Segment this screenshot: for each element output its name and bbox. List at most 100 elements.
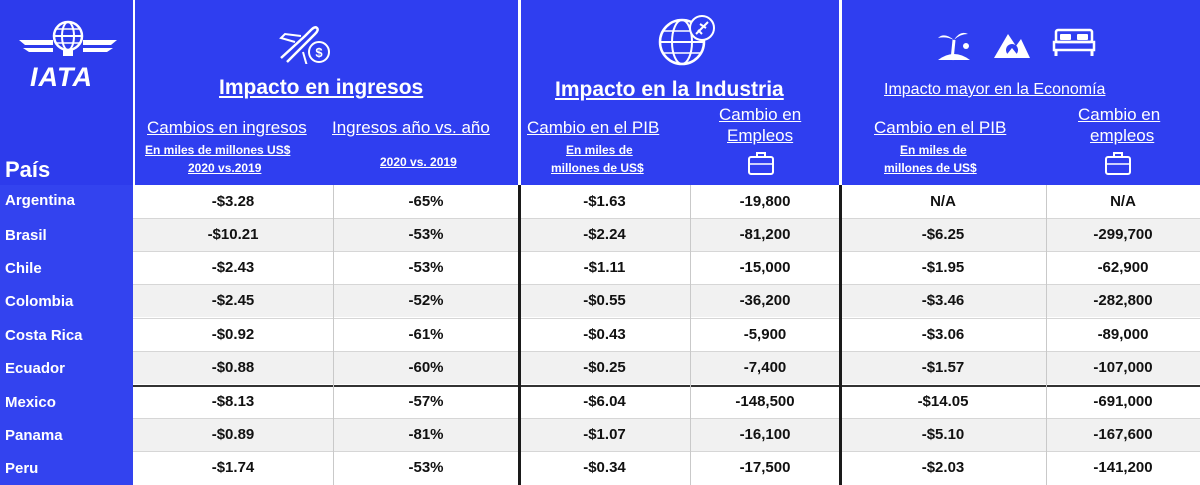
economy-jobs-cell: -62,900 (1097, 259, 1149, 276)
table-row: -$0.89 -81% -$1.07 -16,100 -$5.10 -167,6… (133, 418, 1200, 451)
globe-plane-icon (658, 15, 715, 66)
col-industry-gdp-title: Cambio en el PIB (527, 118, 660, 137)
group-divider (518, 185, 521, 485)
revenue-yoy-cell: -52% (408, 292, 444, 309)
country-label: Chile (5, 260, 42, 277)
country-label: Brasil (5, 227, 47, 244)
col-revenue-change-sub2: 2020 vs.2019 (188, 161, 262, 175)
revenue-yoy-cell: -61% (408, 326, 444, 343)
row-divider (133, 418, 1200, 419)
revenue-yoy-cell: -53% (408, 459, 444, 476)
briefcase-icon (1105, 152, 1131, 175)
industry-gdp-cell: -$0.34 (583, 459, 626, 476)
briefcase-icon (748, 152, 774, 175)
industry-gdp-cell: -$6.04 (583, 393, 626, 410)
economy-gdp-cell: N/A (930, 193, 956, 210)
table-row: -$1.74 -53% -$0.34 -17,500 -$2.03 -141,2… (133, 451, 1200, 484)
economy-gdp-cell: -$6.25 (921, 226, 965, 243)
industry-jobs-cell: -16,100 (739, 426, 791, 443)
country-label: Peru (5, 460, 39, 477)
table-row: -$3.28 -65% -$1.63 -19,800 N/A N/A (133, 185, 1200, 218)
industry-gdp-cell: -$1.63 (583, 193, 626, 210)
economy-gdp-cell: -$1.57 (921, 359, 965, 376)
logo-text: IATA (30, 62, 93, 92)
col-industry-jobs-title1: Cambio en (719, 105, 802, 124)
country-label: Argentina (5, 192, 76, 209)
country-column: Argentina Brasil Chile Colombia Costa Ri… (0, 185, 133, 485)
row-divider (133, 251, 1200, 252)
economy-jobs-cell: -299,700 (1093, 226, 1153, 243)
table-row: -$10.21 -53% -$2.24 -81,200 -$6.25 -299,… (133, 218, 1200, 251)
table-body: -$3.28 -65% -$1.63 -19,800 N/A N/A -$10.… (133, 185, 1200, 485)
industry-jobs-cell: -5,900 (743, 326, 787, 343)
revenue-yoy-cell: -65% (408, 193, 444, 210)
group-revenue-title: Impacto en ingresos (219, 76, 424, 99)
iata-globe-logo-icon (19, 20, 117, 56)
bed-icon (1052, 28, 1096, 56)
col-industry-jobs-title2: Empleos (727, 126, 794, 145)
industry-gdp-cell: -$1.11 (583, 259, 626, 276)
industry-jobs-cell: -81,200 (739, 226, 791, 243)
industry-gdp-cell: -$2.24 (583, 226, 626, 243)
airplane-money-icon: $ (279, 26, 330, 64)
group-divider (839, 185, 842, 485)
col-revenue-change-sub1: En miles de millones US$ (145, 143, 291, 157)
economy-jobs-cell: -167,600 (1093, 426, 1153, 443)
industry-gdp-cell: -$0.25 (583, 359, 626, 376)
col-revenue-yoy-sub1: 2020 vs. 2019 (380, 155, 457, 169)
revenue-change-cell: -$0.92 (211, 326, 255, 343)
column-divider (1046, 185, 1047, 485)
economy-jobs-cell: -89,000 (1097, 326, 1149, 343)
revenue-yoy-cell: -53% (408, 259, 444, 276)
industry-gdp-cell: -$1.07 (583, 426, 626, 443)
row-divider (133, 385, 1200, 387)
mountain-icon (994, 34, 1030, 58)
col-economy-gdp-sub2: millones de US$ (884, 161, 977, 175)
pais-header: País (5, 157, 51, 182)
economy-gdp-cell: -$1.95 (921, 259, 965, 276)
economy-gdp-cell: -$5.10 (921, 426, 965, 443)
row-divider (133, 351, 1200, 352)
col-economy-jobs-title2: empleos (1090, 126, 1155, 145)
revenue-change-cell: -$2.45 (211, 292, 255, 309)
industry-jobs-cell: -148,500 (735, 393, 795, 410)
table-row: -$0.92 -61% -$0.43 -5,900 -$3.06 -89,000 (133, 318, 1200, 351)
economy-gdp-cell: -$2.03 (921, 459, 965, 476)
country-label: Mexico (5, 394, 56, 411)
revenue-yoy-cell: -57% (408, 393, 444, 410)
economy-jobs-cell: N/A (1110, 193, 1136, 210)
col-industry-gdp-sub2: millones de US$ (551, 161, 644, 175)
industry-gdp-cell: -$0.55 (583, 292, 626, 309)
industry-gdp-cell: -$0.43 (583, 326, 626, 343)
country-label: Ecuador (5, 360, 66, 377)
group-industry-title: Impacto en la Industria (555, 78, 784, 101)
col-economy-gdp-sub1: En miles de (900, 143, 967, 157)
row-divider (133, 318, 1200, 319)
revenue-change-cell: -$8.13 (211, 393, 255, 410)
group-revenue-header: $ Impacto en ingresos Cambios en ingreso… (135, 0, 518, 185)
column-divider (690, 185, 691, 485)
economy-jobs-cell: -107,000 (1093, 359, 1153, 376)
economy-jobs-cell: -691,000 (1093, 393, 1153, 410)
table-row: -$2.43 -53% -$1.11 -15,000 -$1.95 -62,90… (133, 251, 1200, 284)
group-economy-title: Impacto mayor en la Economía (884, 81, 1106, 98)
industry-jobs-cell: -36,200 (739, 292, 791, 309)
row-divider (133, 451, 1200, 452)
logo-panel: IATA País (0, 0, 133, 185)
col-industry-gdp-sub1: En miles de (566, 143, 633, 157)
column-divider (333, 185, 334, 485)
economy-jobs-cell: -141,200 (1093, 459, 1153, 476)
revenue-change-cell: -$3.28 (211, 193, 255, 210)
revenue-change-cell: -$10.21 (207, 226, 259, 243)
group-industry-header: Impacto en la Industria Cambio en el PIB… (521, 0, 839, 185)
revenue-change-cell: -$0.89 (211, 426, 255, 443)
revenue-yoy-cell: -81% (408, 426, 444, 443)
country-label: Colombia (5, 293, 74, 310)
col-economy-jobs-title1: Cambio en (1078, 105, 1161, 124)
col-revenue-yoy-title: Ingresos año vs. año (332, 118, 490, 137)
revenue-yoy-cell: -53% (408, 226, 444, 243)
industry-jobs-cell: -17,500 (739, 459, 791, 476)
country-label: Panama (5, 427, 63, 444)
industry-jobs-cell: -19,800 (739, 193, 791, 210)
